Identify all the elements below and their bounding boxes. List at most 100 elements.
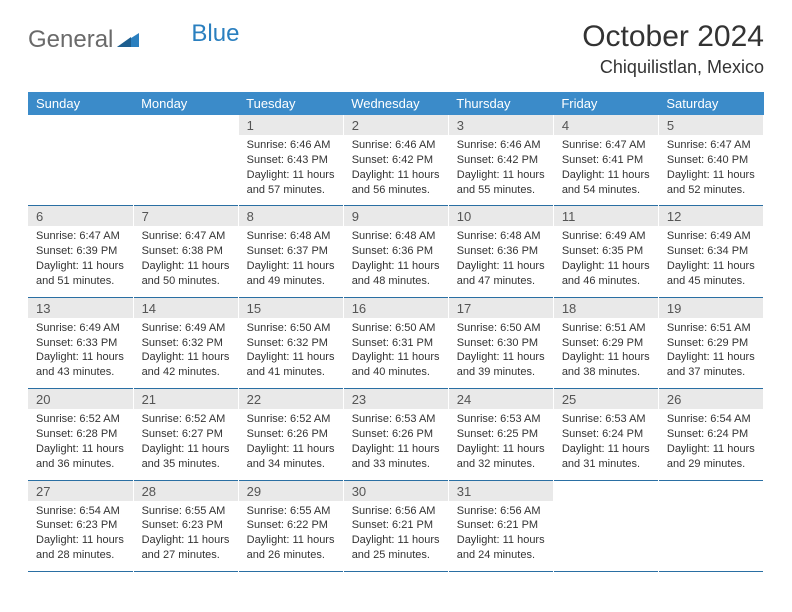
daylight-text: Daylight: 11 hours bbox=[667, 259, 755, 274]
sunrise-text: Sunrise: 6:54 AM bbox=[36, 504, 125, 519]
sunset-text: Sunset: 6:33 PM bbox=[36, 336, 125, 351]
sunset-text: Sunset: 6:34 PM bbox=[667, 244, 755, 259]
day-content-cell: Sunrise: 6:48 AMSunset: 6:36 PMDaylight:… bbox=[343, 226, 448, 297]
day-header: Sunday bbox=[28, 92, 133, 115]
daylight-text: and 28 minutes. bbox=[36, 548, 125, 563]
day-number-cell: 7 bbox=[133, 206, 238, 227]
daylight-text: and 27 minutes. bbox=[142, 548, 230, 563]
sunrise-text: Sunrise: 6:50 AM bbox=[247, 321, 335, 336]
sunrise-text: Sunrise: 6:53 AM bbox=[457, 412, 545, 427]
day-content-cell: Sunrise: 6:54 AMSunset: 6:24 PMDaylight:… bbox=[658, 409, 763, 480]
sunrise-text: Sunrise: 6:49 AM bbox=[562, 229, 650, 244]
month-title: October 2024 bbox=[582, 20, 764, 53]
sunset-text: Sunset: 6:32 PM bbox=[142, 336, 230, 351]
daylight-text: and 33 minutes. bbox=[352, 457, 440, 472]
sunset-text: Sunset: 6:40 PM bbox=[667, 153, 755, 168]
sunrise-text: Sunrise: 6:56 AM bbox=[457, 504, 545, 519]
logo-triangle-icon bbox=[117, 31, 139, 52]
daylight-text: and 51 minutes. bbox=[36, 274, 125, 289]
day-number-cell bbox=[553, 480, 658, 501]
sunrise-text: Sunrise: 6:55 AM bbox=[142, 504, 230, 519]
daylight-text: and 52 minutes. bbox=[667, 183, 755, 198]
day-content-cell bbox=[28, 135, 133, 206]
daylight-text: and 39 minutes. bbox=[457, 365, 545, 380]
day-number-row: 20212223242526 bbox=[28, 389, 764, 410]
daylight-text: and 45 minutes. bbox=[667, 274, 755, 289]
daylight-text: and 54 minutes. bbox=[562, 183, 650, 198]
daylight-text: Daylight: 11 hours bbox=[457, 350, 545, 365]
sunset-text: Sunset: 6:36 PM bbox=[352, 244, 440, 259]
day-number-cell: 22 bbox=[238, 389, 343, 410]
sunset-text: Sunset: 6:22 PM bbox=[247, 518, 335, 533]
day-number-cell: 21 bbox=[133, 389, 238, 410]
day-number-cell: 17 bbox=[448, 297, 553, 318]
sunset-text: Sunset: 6:28 PM bbox=[36, 427, 125, 442]
daylight-text: and 57 minutes. bbox=[247, 183, 335, 198]
day-header: Tuesday bbox=[238, 92, 343, 115]
daylight-text: and 32 minutes. bbox=[457, 457, 545, 472]
calendar-week: 13141516171819Sunrise: 6:49 AMSunset: 6:… bbox=[28, 297, 764, 388]
daylight-text: and 29 minutes. bbox=[667, 457, 755, 472]
day-number-cell: 9 bbox=[343, 206, 448, 227]
daylight-text: and 24 minutes. bbox=[457, 548, 545, 563]
sunset-text: Sunset: 6:21 PM bbox=[457, 518, 545, 533]
day-content-cell: Sunrise: 6:47 AMSunset: 6:39 PMDaylight:… bbox=[28, 226, 133, 297]
day-number-cell: 10 bbox=[448, 206, 553, 227]
sunrise-text: Sunrise: 6:55 AM bbox=[247, 504, 335, 519]
daylight-text: and 40 minutes. bbox=[352, 365, 440, 380]
daylight-text: and 34 minutes. bbox=[247, 457, 335, 472]
day-content-row: Sunrise: 6:54 AMSunset: 6:23 PMDaylight:… bbox=[28, 501, 764, 572]
day-number-cell: 4 bbox=[553, 115, 658, 135]
sunrise-text: Sunrise: 6:46 AM bbox=[247, 138, 335, 153]
day-content-cell: Sunrise: 6:49 AMSunset: 6:35 PMDaylight:… bbox=[553, 226, 658, 297]
day-number-cell: 25 bbox=[553, 389, 658, 410]
daylight-text: and 48 minutes. bbox=[352, 274, 440, 289]
sunset-text: Sunset: 6:39 PM bbox=[36, 244, 125, 259]
sunset-text: Sunset: 6:42 PM bbox=[457, 153, 545, 168]
day-number-cell: 19 bbox=[658, 297, 763, 318]
day-header: Wednesday bbox=[343, 92, 448, 115]
sunrise-text: Sunrise: 6:49 AM bbox=[667, 229, 755, 244]
day-number-cell: 14 bbox=[133, 297, 238, 318]
sunset-text: Sunset: 6:42 PM bbox=[352, 153, 440, 168]
day-number-cell: 6 bbox=[28, 206, 133, 227]
day-content-cell: Sunrise: 6:56 AMSunset: 6:21 PMDaylight:… bbox=[343, 501, 448, 572]
daylight-text: Daylight: 11 hours bbox=[667, 350, 755, 365]
day-number-cell: 28 bbox=[133, 480, 238, 501]
sunset-text: Sunset: 6:37 PM bbox=[247, 244, 335, 259]
sunrise-text: Sunrise: 6:48 AM bbox=[457, 229, 545, 244]
day-content-cell: Sunrise: 6:51 AMSunset: 6:29 PMDaylight:… bbox=[658, 318, 763, 389]
sunrise-text: Sunrise: 6:54 AM bbox=[667, 412, 755, 427]
day-content-cell: Sunrise: 6:49 AMSunset: 6:32 PMDaylight:… bbox=[133, 318, 238, 389]
sunset-text: Sunset: 6:43 PM bbox=[247, 153, 335, 168]
daylight-text: Daylight: 11 hours bbox=[36, 442, 125, 457]
day-content-cell: Sunrise: 6:47 AMSunset: 6:38 PMDaylight:… bbox=[133, 226, 238, 297]
day-number-cell: 5 bbox=[658, 115, 763, 135]
day-content-cell: Sunrise: 6:50 AMSunset: 6:31 PMDaylight:… bbox=[343, 318, 448, 389]
day-content-row: Sunrise: 6:47 AMSunset: 6:39 PMDaylight:… bbox=[28, 226, 764, 297]
day-content-cell bbox=[658, 501, 763, 572]
day-content-cell: Sunrise: 6:52 AMSunset: 6:28 PMDaylight:… bbox=[28, 409, 133, 480]
header: General Blue October 2024 Chiquilistlan,… bbox=[28, 20, 764, 78]
sunset-text: Sunset: 6:26 PM bbox=[352, 427, 440, 442]
daylight-text: and 50 minutes. bbox=[142, 274, 230, 289]
day-number-cell: 27 bbox=[28, 480, 133, 501]
day-header-row: Sunday Monday Tuesday Wednesday Thursday… bbox=[28, 92, 764, 115]
sunset-text: Sunset: 6:26 PM bbox=[247, 427, 335, 442]
daylight-text: and 35 minutes. bbox=[142, 457, 230, 472]
sunset-text: Sunset: 6:24 PM bbox=[667, 427, 755, 442]
day-number-cell bbox=[133, 115, 238, 135]
day-number-cell: 2 bbox=[343, 115, 448, 135]
sunrise-text: Sunrise: 6:48 AM bbox=[352, 229, 440, 244]
day-content-cell: Sunrise: 6:53 AMSunset: 6:24 PMDaylight:… bbox=[553, 409, 658, 480]
daylight-text: and 49 minutes. bbox=[247, 274, 335, 289]
day-content-cell: Sunrise: 6:50 AMSunset: 6:30 PMDaylight:… bbox=[448, 318, 553, 389]
day-number-cell: 3 bbox=[448, 115, 553, 135]
day-number-cell: 23 bbox=[343, 389, 448, 410]
daylight-text: Daylight: 11 hours bbox=[142, 350, 230, 365]
sunset-text: Sunset: 6:32 PM bbox=[247, 336, 335, 351]
sunset-text: Sunset: 6:35 PM bbox=[562, 244, 650, 259]
daylight-text: Daylight: 11 hours bbox=[247, 533, 335, 548]
day-number-row: 13141516171819 bbox=[28, 297, 764, 318]
day-content-row: Sunrise: 6:49 AMSunset: 6:33 PMDaylight:… bbox=[28, 318, 764, 389]
